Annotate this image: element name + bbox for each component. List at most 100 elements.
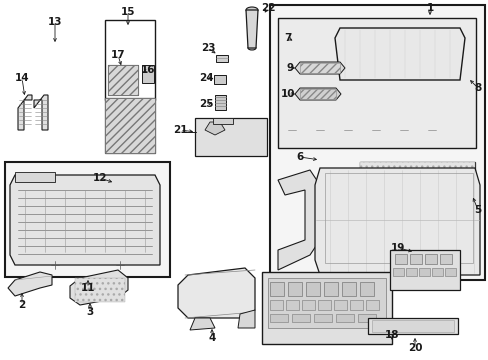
Text: 2: 2 [19, 300, 25, 310]
Bar [305, 282, 319, 296]
Text: 16: 16 [141, 65, 155, 75]
Bar [299, 63, 339, 73]
Bar [108, 65, 138, 95]
Bar [405, 268, 416, 276]
Text: 19: 19 [390, 243, 405, 253]
Text: 17: 17 [110, 50, 125, 60]
Bar [213, 118, 232, 124]
Text: 8: 8 [473, 83, 481, 93]
Bar [324, 282, 337, 296]
Bar [105, 20, 155, 100]
Polygon shape [204, 122, 224, 135]
Bar [313, 314, 331, 322]
Text: 13: 13 [48, 17, 62, 27]
Text: 20: 20 [407, 343, 421, 353]
Bar [335, 314, 353, 322]
Ellipse shape [343, 125, 351, 135]
Bar [317, 300, 330, 310]
Bar [291, 314, 309, 322]
Polygon shape [238, 310, 254, 328]
Bar [302, 300, 314, 310]
Ellipse shape [315, 125, 324, 135]
Ellipse shape [216, 76, 224, 82]
Text: 3: 3 [86, 307, 93, 317]
Text: 24: 24 [198, 73, 213, 83]
Ellipse shape [287, 125, 295, 135]
Bar [325, 173, 472, 263]
Bar [278, 18, 475, 148]
Polygon shape [178, 268, 254, 318]
Bar [431, 268, 442, 276]
Bar [367, 318, 457, 334]
Bar [105, 98, 155, 153]
Polygon shape [34, 95, 48, 130]
Bar [299, 89, 335, 99]
Bar [287, 282, 302, 296]
Text: 1: 1 [426, 3, 433, 13]
Bar [364, 167, 469, 222]
Polygon shape [215, 95, 225, 110]
Bar [424, 254, 436, 264]
Text: 6: 6 [296, 152, 303, 162]
Bar [409, 254, 421, 264]
Ellipse shape [247, 46, 256, 50]
Bar [359, 282, 373, 296]
Bar [349, 300, 362, 310]
Polygon shape [245, 10, 258, 48]
Ellipse shape [245, 7, 258, 13]
Bar [15, 172, 55, 182]
Polygon shape [10, 175, 160, 265]
Bar [5, 162, 170, 277]
Text: 9: 9 [286, 63, 293, 73]
Polygon shape [214, 75, 225, 84]
Polygon shape [70, 270, 128, 305]
Text: 12: 12 [93, 173, 107, 183]
Text: 4: 4 [208, 333, 215, 343]
Bar [269, 5, 484, 280]
Bar [269, 282, 284, 296]
Bar [341, 282, 355, 296]
Bar [267, 278, 385, 328]
Bar [262, 272, 391, 344]
Polygon shape [8, 272, 52, 296]
Text: 14: 14 [15, 73, 29, 83]
Text: 18: 18 [384, 330, 398, 340]
Ellipse shape [50, 261, 60, 270]
Bar [195, 118, 266, 156]
Bar [359, 162, 474, 227]
Bar [269, 314, 287, 322]
Polygon shape [18, 95, 32, 130]
Bar [392, 268, 403, 276]
Ellipse shape [399, 125, 407, 135]
Text: 7: 7 [284, 33, 291, 43]
Bar [389, 250, 459, 290]
Bar [439, 254, 451, 264]
Text: 25: 25 [198, 99, 213, 109]
Text: 15: 15 [121, 7, 135, 17]
Bar [394, 254, 406, 264]
Bar [108, 65, 138, 95]
Polygon shape [190, 318, 215, 330]
Text: 23: 23 [201, 43, 215, 53]
Bar [444, 268, 455, 276]
Polygon shape [314, 168, 479, 275]
Polygon shape [216, 55, 227, 62]
Text: 22: 22 [260, 3, 275, 13]
Text: 21: 21 [172, 125, 187, 135]
Text: 5: 5 [473, 205, 481, 215]
Polygon shape [294, 62, 345, 74]
Ellipse shape [427, 125, 435, 135]
Polygon shape [294, 88, 340, 100]
Bar [75, 278, 125, 302]
Bar [333, 300, 346, 310]
Bar [105, 98, 155, 153]
Text: 10: 10 [280, 89, 295, 99]
Bar [371, 320, 453, 332]
Bar [285, 300, 298, 310]
Bar [357, 314, 375, 322]
Polygon shape [278, 170, 319, 270]
Bar [365, 300, 378, 310]
Ellipse shape [115, 261, 124, 270]
Bar [359, 162, 474, 227]
Ellipse shape [292, 38, 301, 46]
